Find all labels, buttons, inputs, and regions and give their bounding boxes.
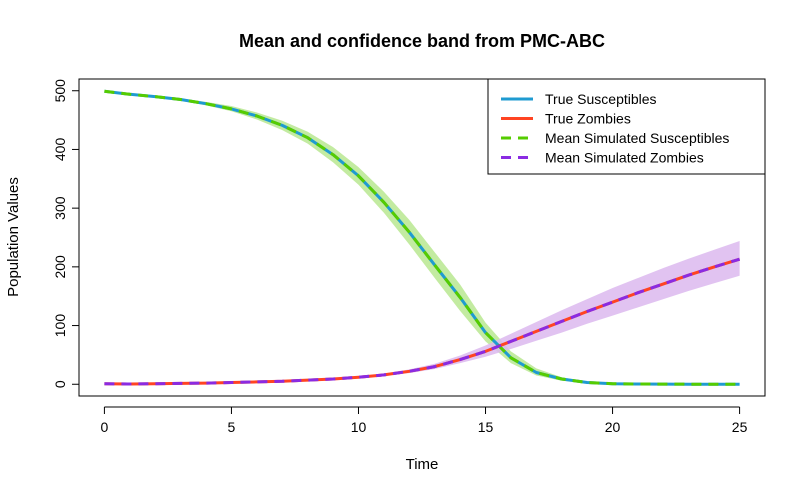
y-tick-label-4: 400 xyxy=(52,138,68,162)
series-lines xyxy=(104,89,741,386)
legend-label-2: Mean Simulated Susceptibles xyxy=(545,130,729,146)
series-line-3 xyxy=(104,257,741,386)
legend-label-3: Mean Simulated Zombies xyxy=(545,150,704,166)
confidence-band-1 xyxy=(104,241,740,384)
legend-label-0: True Susceptibles xyxy=(545,91,657,107)
x-axis-label: Time xyxy=(406,456,439,473)
y-axis: 0 100 200 300 400 500 xyxy=(52,79,80,388)
y-tick-label-5: 500 xyxy=(52,79,68,103)
confidence-bands xyxy=(104,91,740,385)
series-line-2 xyxy=(104,89,740,386)
legend: True Susceptibles True Zombies Mean Simula… xyxy=(487,78,766,175)
y-tick-label-3: 300 xyxy=(52,196,68,220)
y-axis-label: Population Values xyxy=(5,177,22,297)
y-tick-label-2: 200 xyxy=(52,255,68,279)
x-tick-label-4: 20 xyxy=(605,419,621,435)
legend-label-1: True Zombies xyxy=(545,111,631,127)
x-axis: 0 5 10 15 20 25 xyxy=(101,406,748,435)
y-tick-label-0: 0 xyxy=(52,380,68,388)
x-tick-label-2: 10 xyxy=(351,419,367,435)
y-tick-label-1: 100 xyxy=(52,314,68,338)
legend-box xyxy=(487,78,766,175)
x-tick-label-3: 15 xyxy=(478,419,494,435)
chart-title: Mean and confidence band from PMC-ABC xyxy=(239,31,605,51)
x-tick-label-0: 0 xyxy=(101,419,109,435)
x-tick-label-1: 5 xyxy=(228,419,236,435)
confidence-band-0 xyxy=(104,91,740,385)
x-tick-label-5: 25 xyxy=(732,419,748,435)
